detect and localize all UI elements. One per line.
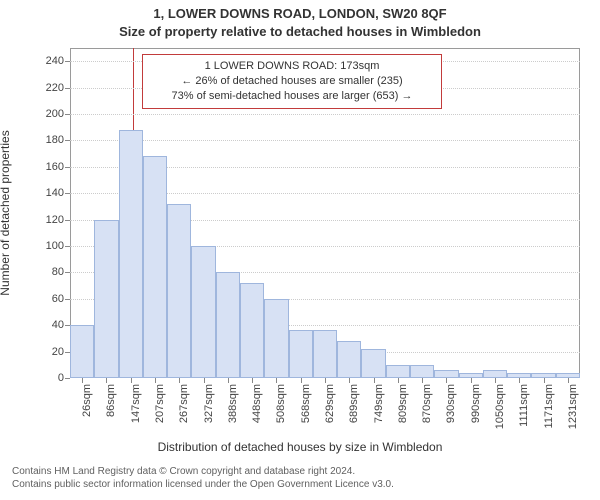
histogram-bar bbox=[119, 130, 143, 378]
x-tick-label: 1171sqm bbox=[541, 384, 555, 428]
y-tick-label: 0 bbox=[58, 372, 70, 384]
histogram-bar bbox=[386, 365, 410, 378]
x-tick-label: 1050sqm bbox=[492, 384, 506, 429]
x-tick-mark bbox=[252, 378, 253, 383]
y-gridline bbox=[70, 140, 580, 141]
histogram-bar bbox=[143, 156, 167, 378]
annotation-box: 1 LOWER DOWNS ROAD: 173sqm← 26% of detac… bbox=[142, 54, 442, 109]
x-tick-label: 990sqm bbox=[468, 384, 482, 423]
histogram-bar bbox=[410, 365, 434, 378]
y-tick-label: 20 bbox=[52, 346, 70, 358]
x-tick-mark bbox=[349, 378, 350, 383]
x-tick-mark bbox=[155, 378, 156, 383]
x-tick-mark bbox=[519, 378, 520, 383]
chart-subtitle: Size of property relative to detached ho… bbox=[0, 24, 600, 39]
x-tick-label: 267sqm bbox=[176, 384, 190, 423]
x-tick-mark bbox=[422, 378, 423, 383]
x-tick-label: 327sqm bbox=[201, 384, 215, 423]
x-tick-label: 508sqm bbox=[273, 384, 287, 423]
footer-line: Contains HM Land Registry data © Crown c… bbox=[12, 466, 588, 479]
x-tick-mark bbox=[228, 378, 229, 383]
x-tick-mark bbox=[325, 378, 326, 383]
y-tick-label: 220 bbox=[46, 82, 70, 94]
y-gridline bbox=[70, 114, 580, 115]
x-tick-mark bbox=[204, 378, 205, 383]
histogram-bar bbox=[216, 272, 240, 378]
x-tick-label: 809sqm bbox=[395, 384, 409, 423]
x-tick-mark bbox=[446, 378, 447, 383]
y-tick-label: 80 bbox=[52, 266, 70, 278]
footer-line: Contains public sector information licen… bbox=[12, 479, 588, 492]
x-tick-mark bbox=[374, 378, 375, 383]
y-tick-label: 120 bbox=[46, 214, 70, 226]
x-tick-label: 1231sqm bbox=[565, 384, 579, 429]
y-tick-label: 200 bbox=[46, 108, 70, 120]
footer-attribution: Contains HM Land Registry data © Crown c… bbox=[0, 466, 600, 491]
chart-container: 1, LOWER DOWNS ROAD, LONDON, SW20 8QF Si… bbox=[0, 0, 600, 500]
x-tick-mark bbox=[82, 378, 83, 383]
axis-border-top bbox=[70, 48, 580, 49]
x-tick-label: 147sqm bbox=[128, 384, 142, 423]
x-tick-label: 568sqm bbox=[298, 384, 312, 423]
chart-title: 1, LOWER DOWNS ROAD, LONDON, SW20 8QF bbox=[0, 6, 600, 21]
axis-border-right bbox=[579, 48, 580, 378]
x-tick-label: 26sqm bbox=[79, 384, 93, 417]
x-tick-label: 930sqm bbox=[443, 384, 457, 423]
x-tick-mark bbox=[568, 378, 569, 383]
x-tick-mark bbox=[398, 378, 399, 383]
histogram-bar bbox=[434, 370, 458, 378]
x-tick-label: 749sqm bbox=[371, 384, 385, 423]
histogram-bar bbox=[191, 246, 215, 378]
histogram-bar bbox=[337, 341, 361, 378]
y-tick-label: 160 bbox=[46, 161, 70, 173]
x-tick-label: 689sqm bbox=[346, 384, 360, 423]
y-axis-label: Number of detached properties bbox=[0, 130, 12, 295]
y-tick-label: 240 bbox=[46, 55, 70, 67]
y-tick-label: 140 bbox=[46, 187, 70, 199]
histogram-bar bbox=[361, 349, 385, 378]
x-tick-label: 207sqm bbox=[152, 384, 166, 423]
y-tick-label: 40 bbox=[52, 319, 70, 331]
x-tick-mark bbox=[106, 378, 107, 383]
x-tick-mark bbox=[544, 378, 545, 383]
x-tick-label: 1111sqm bbox=[516, 384, 530, 427]
x-tick-mark bbox=[471, 378, 472, 383]
x-axis-label: Distribution of detached houses by size … bbox=[0, 440, 600, 454]
histogram-bar bbox=[167, 204, 191, 378]
y-tick-label: 180 bbox=[46, 134, 70, 146]
histogram-bar bbox=[70, 325, 94, 378]
y-tick-label: 60 bbox=[52, 293, 70, 305]
histogram-bar bbox=[264, 299, 288, 378]
x-tick-label: 870sqm bbox=[419, 384, 433, 423]
histogram-bar bbox=[94, 220, 118, 378]
x-tick-label: 388sqm bbox=[225, 384, 239, 423]
x-tick-mark bbox=[301, 378, 302, 383]
x-tick-label: 86sqm bbox=[103, 384, 117, 417]
y-tick-label: 100 bbox=[46, 240, 70, 252]
x-tick-label: 448sqm bbox=[249, 384, 263, 423]
x-tick-label: 629sqm bbox=[322, 384, 336, 423]
annotation-line: 1 LOWER DOWNS ROAD: 173sqm bbox=[151, 59, 433, 74]
x-tick-mark bbox=[131, 378, 132, 383]
x-tick-mark bbox=[276, 378, 277, 383]
histogram-bar bbox=[483, 370, 507, 378]
histogram-bar bbox=[313, 330, 337, 378]
x-tick-mark bbox=[495, 378, 496, 383]
plot-area: 1 LOWER DOWNS ROAD: 173sqm← 26% of detac… bbox=[70, 48, 580, 378]
annotation-line: 73% of semi-detached houses are larger (… bbox=[151, 89, 433, 104]
annotation-line: ← 26% of detached houses are smaller (23… bbox=[151, 74, 433, 89]
histogram-bar bbox=[240, 283, 264, 378]
x-tick-mark bbox=[179, 378, 180, 383]
histogram-bar bbox=[289, 330, 313, 378]
